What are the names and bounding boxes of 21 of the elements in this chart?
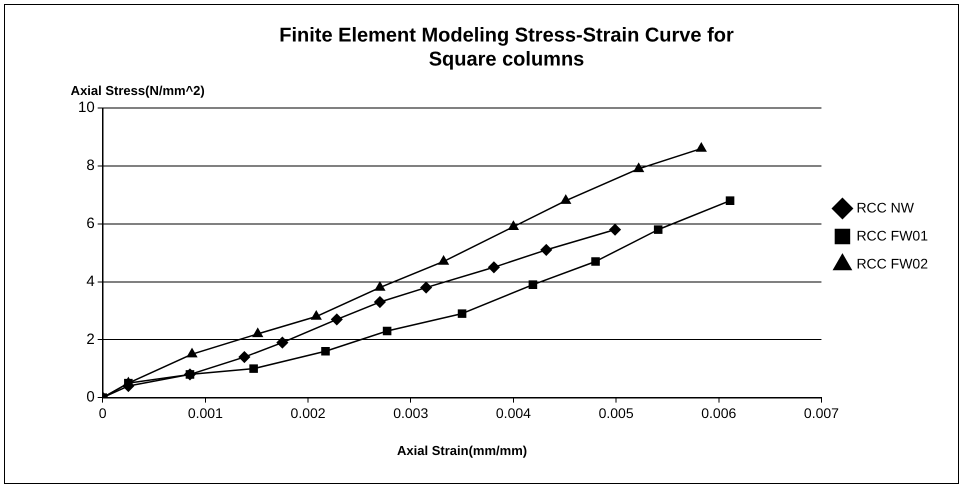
text: Finite Element Modeling Stress-Strain Curve for: [279, 24, 734, 47]
x-axis-title: Axial Strain(mm/mm): [397, 442, 528, 458]
y-tick-label: 4: [86, 272, 95, 290]
y-tick-label: 8: [86, 157, 95, 174]
x-tick-label: 0.004: [496, 404, 532, 421]
x-tick-label: 0.003: [393, 404, 428, 421]
x-tick-label: 0.001: [188, 404, 224, 421]
x-tick-label: 0.002: [290, 404, 326, 421]
x-tick-label: 0: [98, 404, 107, 421]
x-tick-label: 0.005: [598, 404, 634, 421]
y-axis-title: Axial Stress(N/mm^2): [70, 83, 205, 98]
legend-label: RCC FW02: [856, 255, 928, 272]
y-tick-label: 6: [86, 214, 95, 232]
y-tick-label: 2: [86, 330, 95, 348]
y-tick-label: 10: [78, 99, 95, 116]
y-tick-label: 0: [86, 388, 95, 406]
x-tick-label: 0.007: [804, 404, 840, 421]
x-tick-label: 0.006: [701, 404, 736, 421]
legend-label: RCC FW01: [856, 227, 928, 244]
legend-label: RCC NW: [856, 199, 915, 216]
text: Square columns: [428, 48, 584, 71]
